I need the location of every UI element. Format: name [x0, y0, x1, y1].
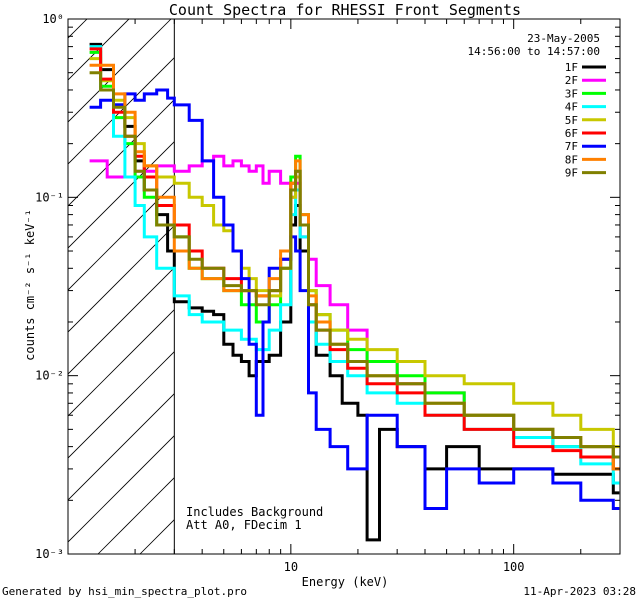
series-line-5F: [89, 57, 620, 449]
y-tick-label: 10⁻³: [35, 547, 64, 561]
legend-time: 14:56:00 to 14:57:00: [468, 45, 600, 58]
legend-label-8F: 8F: [565, 153, 578, 166]
x-axis-label: Energy (keV): [302, 575, 389, 589]
footer-generated-by: Generated by hsi_min_spectra_plot.pro: [2, 585, 247, 598]
x-tick-label: 10: [284, 560, 298, 574]
series-group: [89, 42, 620, 542]
legend-label-1F: 1F: [565, 61, 578, 74]
hatch-line: [0, 14, 8, 554]
hatch-line: [68, 393, 175, 501]
series-line-9F: [89, 71, 620, 459]
hatch-line: [68, 225, 175, 333]
legend-label-3F: 3F: [565, 87, 578, 100]
y-tick-label: 10⁻²: [35, 369, 64, 383]
hatch-line: [68, 435, 175, 543]
hatched-region: [0, 14, 175, 554]
series-line-4F: [89, 45, 620, 485]
legend-date: 23-May-2005: [527, 32, 600, 45]
footer-timestamp: 11-Apr-2023 03:28: [523, 585, 636, 598]
series-line-1F: [89, 42, 620, 542]
legend-label-5F: 5F: [565, 114, 578, 127]
y-tick-label: 10⁰: [42, 12, 64, 26]
hatch-line: [68, 19, 88, 39]
hatch-line: [68, 309, 175, 417]
hatch-line: [68, 57, 175, 165]
annotation-background: Includes Background: [186, 505, 323, 519]
hatch-line: [68, 183, 175, 291]
legend-label-2F: 2F: [565, 74, 578, 87]
legend-label-4F: 4F: [565, 101, 578, 114]
legend-label-6F: 6F: [565, 127, 578, 140]
y-tick-label: 10⁻¹: [35, 190, 64, 204]
x-tick-label: 100: [503, 560, 525, 574]
hatch-line: [68, 99, 175, 207]
axis-ticks: 10 100 10⁰ 10⁻¹ 10⁻² 10⁻³: [35, 12, 621, 574]
hatch-line: [68, 267, 175, 375]
y-axis-label: counts cm⁻² s⁻¹ keV⁻¹: [23, 209, 37, 361]
legend-label-7F: 7F: [565, 140, 578, 153]
annotation-attenuator: Att A0, FDecim 1: [186, 518, 302, 532]
hatch-line: [68, 19, 172, 123]
series-line-3F: [89, 50, 620, 471]
legend-label-9F: 9F: [565, 167, 578, 180]
series-line-2F: [89, 154, 620, 471]
chart-title: Count Spectra for RHESSI Front Segments: [169, 1, 521, 19]
series-line-6F: [89, 47, 620, 471]
plot-frame: [67, 18, 621, 555]
